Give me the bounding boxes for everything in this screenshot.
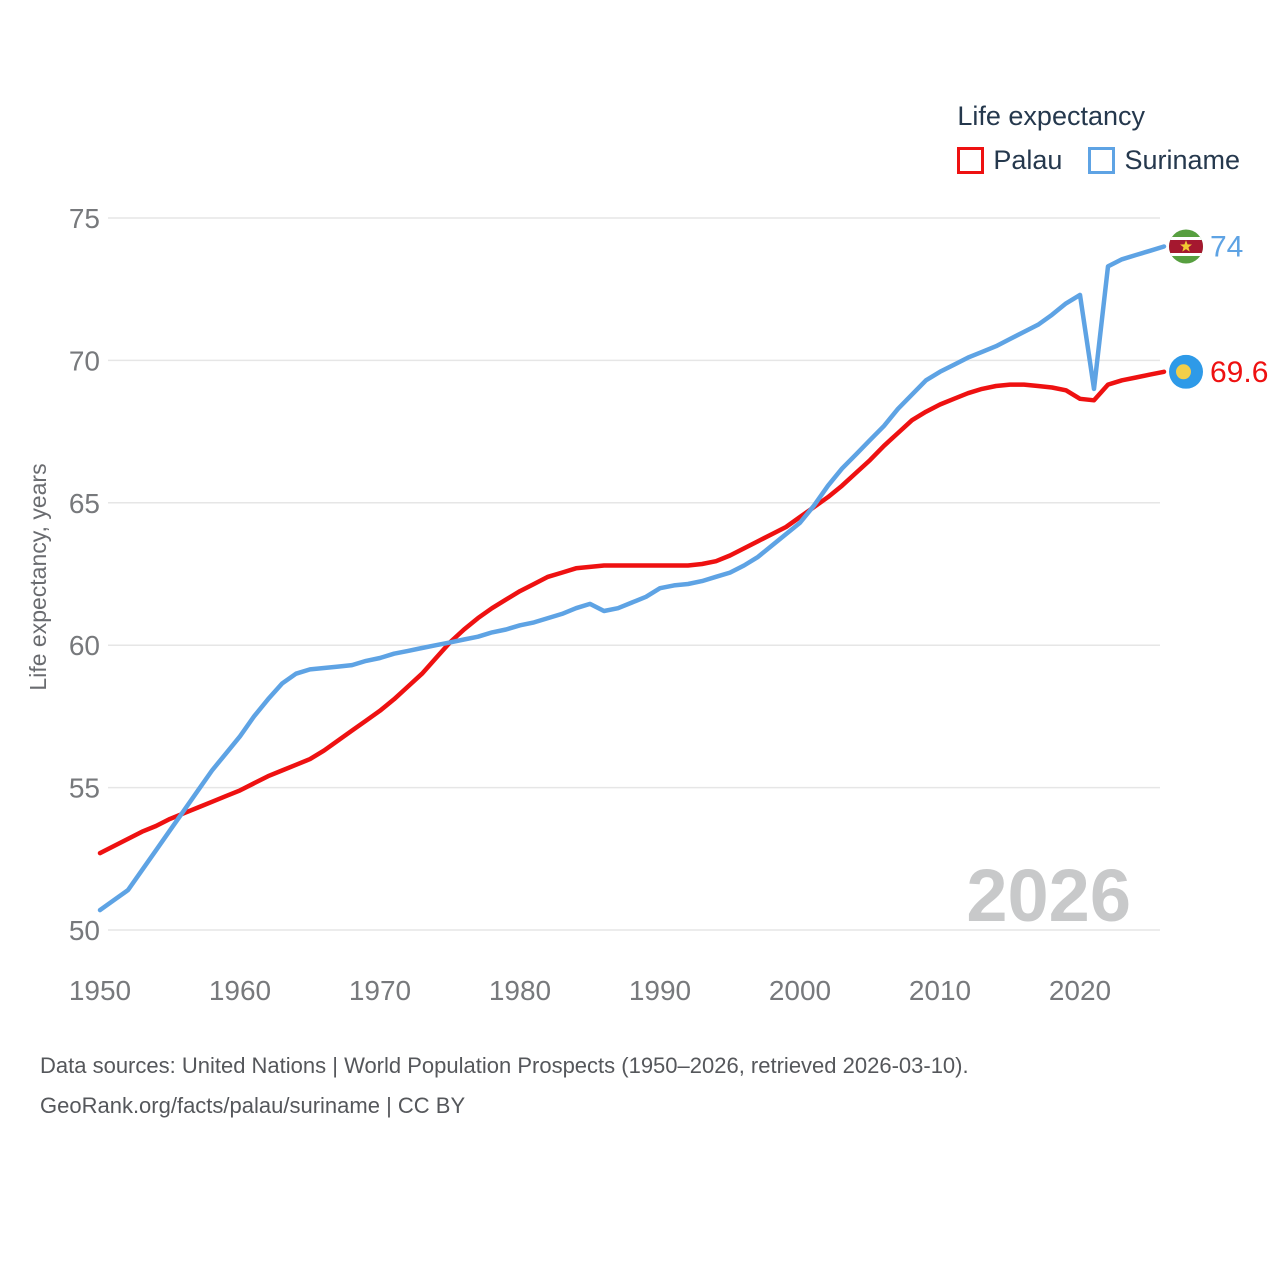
y-tick-label: 75 <box>69 203 100 234</box>
x-tick-label: 2000 <box>769 975 831 1006</box>
footer-attribution-line: GeoRank.org/facts/palau/suriname | CC BY <box>40 1093 466 1118</box>
legend-items: Palau Suriname <box>957 145 1240 176</box>
y-tick-label: 65 <box>69 488 100 519</box>
x-tick-label: 2010 <box>909 975 971 1006</box>
chart-legend: Life expectancy Palau Suriname <box>957 101 1240 176</box>
legend-item-label: Suriname <box>1124 145 1240 175</box>
suriname-swatch-icon <box>1088 147 1116 174</box>
end-value-label-suriname: 74 <box>1210 230 1243 263</box>
footer: Data sources: United Nations | World Pop… <box>40 1046 969 1126</box>
x-tick-label: 1960 <box>209 975 271 1006</box>
y-tick-label: 50 <box>69 915 100 946</box>
end-value-label-palau: 69.6 <box>1210 356 1268 389</box>
legend-item-label: Palau <box>993 145 1063 175</box>
series-line-suriname <box>97 244 1167 913</box>
x-tick-label: 2020 <box>1049 975 1111 1006</box>
series-line-palau <box>97 369 1167 856</box>
palau-flag-icon <box>1169 354 1203 389</box>
suriname-flag-icon <box>1169 229 1203 264</box>
x-tick-label: 1970 <box>349 975 411 1006</box>
y-tick-label: 60 <box>69 630 100 661</box>
x-tick-label: 1990 <box>629 975 691 1006</box>
y-tick-label: 55 <box>69 773 100 804</box>
legend-title: Life expectancy <box>957 101 1145 131</box>
palau-swatch-icon <box>957 147 985 174</box>
footer-sources-line: Data sources: United Nations | World Pop… <box>40 1053 969 1078</box>
y-tick-label: 70 <box>69 345 100 376</box>
x-tick-label: 1980 <box>489 975 551 1006</box>
legend-item-palau[interactable]: Palau <box>957 145 1062 176</box>
watermark-year: 2026 <box>966 854 1131 937</box>
x-tick-label: 1950 <box>69 975 131 1006</box>
legend-item-suriname[interactable]: Suriname <box>1088 145 1240 176</box>
y-axis-title: Life expectancy, years <box>25 463 51 690</box>
